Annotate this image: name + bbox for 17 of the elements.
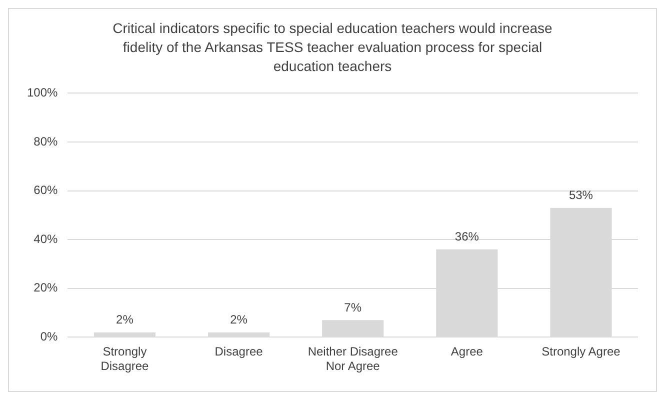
data-label: 2% [116, 312, 134, 327]
data-label: 53% [568, 188, 594, 202]
data-label: 7% [344, 300, 362, 314]
y-tick-label: 40% [34, 232, 58, 246]
x-tick-label: Agree [450, 344, 484, 359]
x-tick-label: Strongly Agree [542, 344, 621, 359]
data-label: 36% [454, 230, 480, 244]
y-tick-label: 100% [26, 86, 58, 100]
x-tick-label: Neither Disagree Nor Agree [308, 344, 398, 374]
x-tick-label: Strongly Disagree [100, 344, 150, 374]
x-tick-label: Disagree [214, 344, 264, 359]
y-tick-label: 20% [34, 280, 58, 295]
y-tick-label: 60% [34, 183, 58, 198]
chart-title: Critical indicators specific to special education teachers would increase fidelity of the Arkansas TESS teacher evaluation process for special education teachers [112, 19, 554, 76]
y-tick-label: 0% [40, 330, 58, 344]
y-tick-label: 80% [34, 134, 58, 148]
data-label: 2% [230, 312, 248, 327]
